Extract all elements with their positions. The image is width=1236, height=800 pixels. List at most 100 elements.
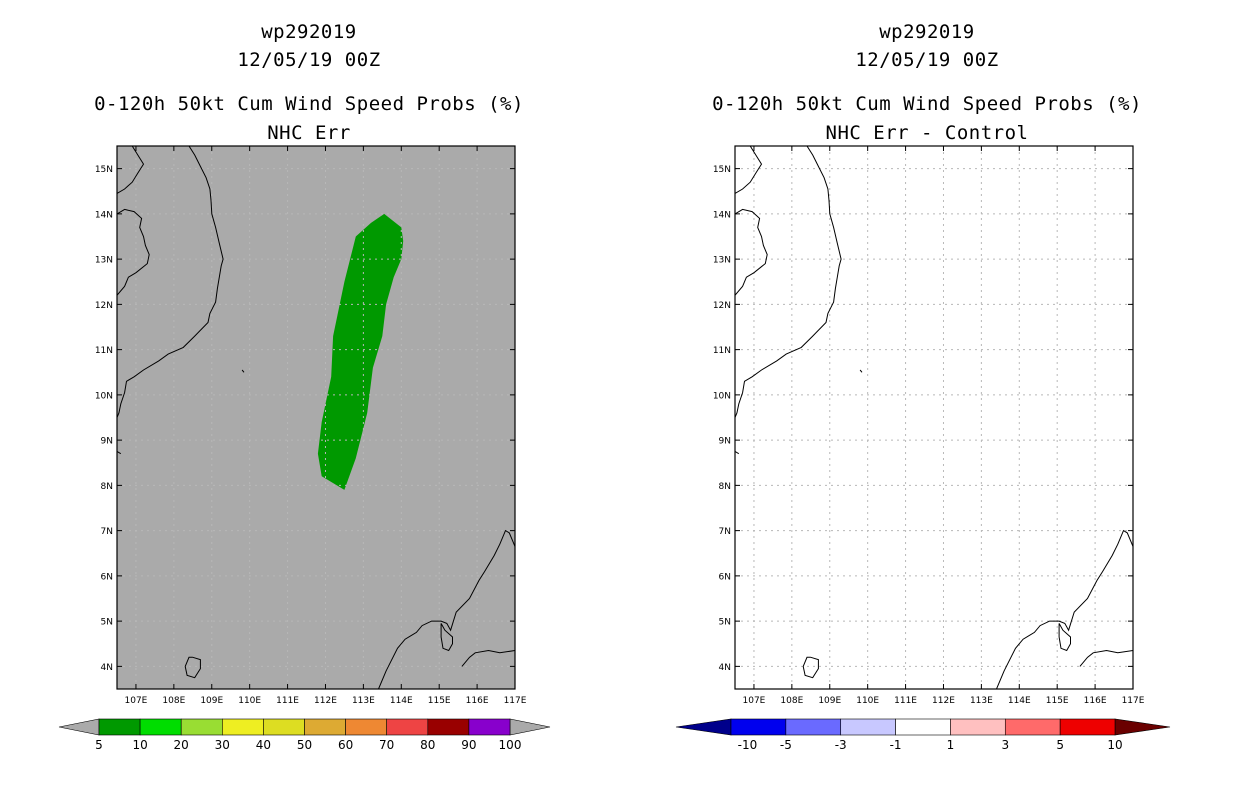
colorbar-label: -1 bbox=[890, 738, 902, 752]
colorbar-swatch bbox=[730, 718, 787, 736]
coastline bbox=[378, 529, 515, 689]
x-tick-label: 116E bbox=[1084, 696, 1107, 706]
x-tick-label: 107E bbox=[125, 696, 148, 706]
colorbar-label: 100 bbox=[499, 738, 522, 752]
colorbar-swatch bbox=[1059, 718, 1116, 736]
coastline bbox=[996, 529, 1133, 689]
colorbar-label: 10 bbox=[132, 738, 147, 752]
y-tick-label: 10N bbox=[95, 391, 113, 401]
colorbar-swatch bbox=[840, 718, 896, 736]
colorbar-label: -10 bbox=[738, 738, 758, 752]
colorbar-swatch bbox=[468, 718, 511, 736]
y-tick-label: 13N bbox=[95, 256, 113, 266]
panel-1-subtitle: NHC Err bbox=[267, 122, 351, 144]
y-tick-label: 7N bbox=[101, 527, 113, 537]
colorbar-label: 5 bbox=[1056, 738, 1064, 752]
y-tick-label: 14N bbox=[713, 210, 731, 220]
colorbar-label: -5 bbox=[780, 738, 792, 752]
x-tick-label: 108E bbox=[162, 696, 185, 706]
colorbar-swatch bbox=[263, 718, 305, 736]
y-tick-label: 15N bbox=[713, 165, 731, 175]
y-tick-label: 14N bbox=[95, 210, 113, 220]
y-tick-label: 4N bbox=[101, 663, 113, 673]
x-tick-label: 117E bbox=[1122, 696, 1145, 706]
map-panel-nhc-err: 107E 108E 109E 110E 111E 112E 113E 114E 115E 116E… bbox=[95, 145, 527, 706]
coastline bbox=[117, 146, 224, 418]
coastline bbox=[1058, 623, 1071, 652]
panel-2-title: 0-120h 50kt Cum Wind Speed Probs (%) bbox=[712, 93, 1142, 115]
colorbar-label: 90 bbox=[461, 738, 476, 752]
colorbar-label: 3 bbox=[1001, 738, 1009, 752]
colorbar-swatch bbox=[1004, 718, 1061, 736]
y-tick-label: 9N bbox=[101, 437, 113, 447]
y-tick-label: 13N bbox=[713, 256, 731, 266]
colorbar-label: 80 bbox=[420, 738, 435, 752]
x-tick-label: 108E bbox=[780, 696, 803, 706]
panel-1-datetime: 12/05/19 00Z bbox=[237, 49, 380, 71]
y-tick-label: 11N bbox=[95, 346, 113, 356]
y-tick-label: 4N bbox=[719, 663, 731, 673]
colorbar-probability: 5 10 20 30 40 50 60 70 80 90 100 bbox=[58, 718, 551, 752]
x-tick-label: 109E bbox=[200, 696, 223, 706]
y-tick-label: 15N bbox=[95, 165, 113, 175]
colorbar-label: 10 bbox=[1107, 738, 1122, 752]
x-tick-label: 114E bbox=[390, 696, 413, 706]
colorbar-label: 40 bbox=[256, 738, 271, 752]
x-tick-label: 113E bbox=[970, 696, 993, 706]
coastline bbox=[184, 656, 201, 679]
coastline bbox=[735, 146, 763, 194]
colorbar-swatch bbox=[98, 718, 141, 736]
colorbar-label: 60 bbox=[338, 738, 353, 752]
panel-2-datetime: 12/05/19 00Z bbox=[855, 49, 998, 71]
coastline bbox=[1079, 649, 1133, 667]
y-tick-label: 8N bbox=[719, 482, 731, 492]
x-tick-label: 109E bbox=[818, 696, 841, 706]
map-background bbox=[735, 146, 1133, 689]
panel-1-title: 0-120h 50kt Cum Wind Speed Probs (%) bbox=[94, 93, 524, 115]
coastline bbox=[802, 656, 819, 679]
x-tick-label: 110E bbox=[856, 696, 879, 706]
y-tick-label: 12N bbox=[713, 301, 731, 311]
coastline bbox=[440, 623, 453, 652]
coastline bbox=[461, 649, 515, 667]
x-tick-label: 110E bbox=[238, 696, 261, 706]
y-tick-label: 6N bbox=[719, 572, 731, 582]
colorbar-over-triangle bbox=[509, 718, 551, 736]
colorbar-label: 5 bbox=[95, 738, 103, 752]
coastline bbox=[241, 369, 245, 373]
x-tick-label: 112E bbox=[314, 696, 337, 706]
colorbar-difference: -10 -5 -3 -1 1 3 5 10 bbox=[675, 718, 1171, 752]
y-tick-label: 5N bbox=[719, 618, 731, 628]
map-frame bbox=[734, 145, 1134, 690]
y-tick-label: 10N bbox=[713, 391, 731, 401]
map-panel-nhc-err-minus-control: 107E 108E 109E 110E 111E 112E 113E 114E 115E 116E… bbox=[713, 145, 1145, 706]
panel-2-subtitle: NHC Err - Control bbox=[826, 122, 1029, 144]
coastline bbox=[117, 208, 150, 296]
panel-2-storm-id: wp292019 bbox=[879, 21, 975, 43]
probability-region bbox=[317, 213, 404, 490]
colorbar-swatch bbox=[895, 718, 951, 736]
colorbar-swatch bbox=[785, 718, 842, 736]
panel-1-storm-id: wp292019 bbox=[261, 21, 357, 43]
colorbar-swatch bbox=[180, 718, 223, 736]
x-tick-label: 107E bbox=[743, 696, 766, 706]
x-tick-label: 114E bbox=[1008, 696, 1031, 706]
coastline bbox=[117, 146, 145, 194]
y-tick-label: 9N bbox=[719, 437, 731, 447]
y-tick-label: 11N bbox=[713, 346, 731, 356]
colorbar-swatch bbox=[222, 718, 264, 736]
map-background bbox=[117, 146, 515, 689]
colorbar-label: 50 bbox=[297, 738, 312, 752]
colorbar-label: -3 bbox=[835, 738, 847, 752]
colorbar-over-triangle bbox=[1114, 718, 1171, 736]
colorbar-swatch bbox=[345, 718, 388, 736]
x-tick-label: 111E bbox=[894, 696, 917, 706]
x-tick-label: 115E bbox=[1046, 696, 1069, 706]
colorbar-label: 70 bbox=[379, 738, 394, 752]
colorbar-swatch bbox=[304, 718, 346, 736]
colorbar-swatch bbox=[386, 718, 429, 736]
coastline bbox=[859, 369, 863, 373]
map-frame bbox=[116, 145, 516, 690]
x-tick-label: 116E bbox=[466, 696, 489, 706]
